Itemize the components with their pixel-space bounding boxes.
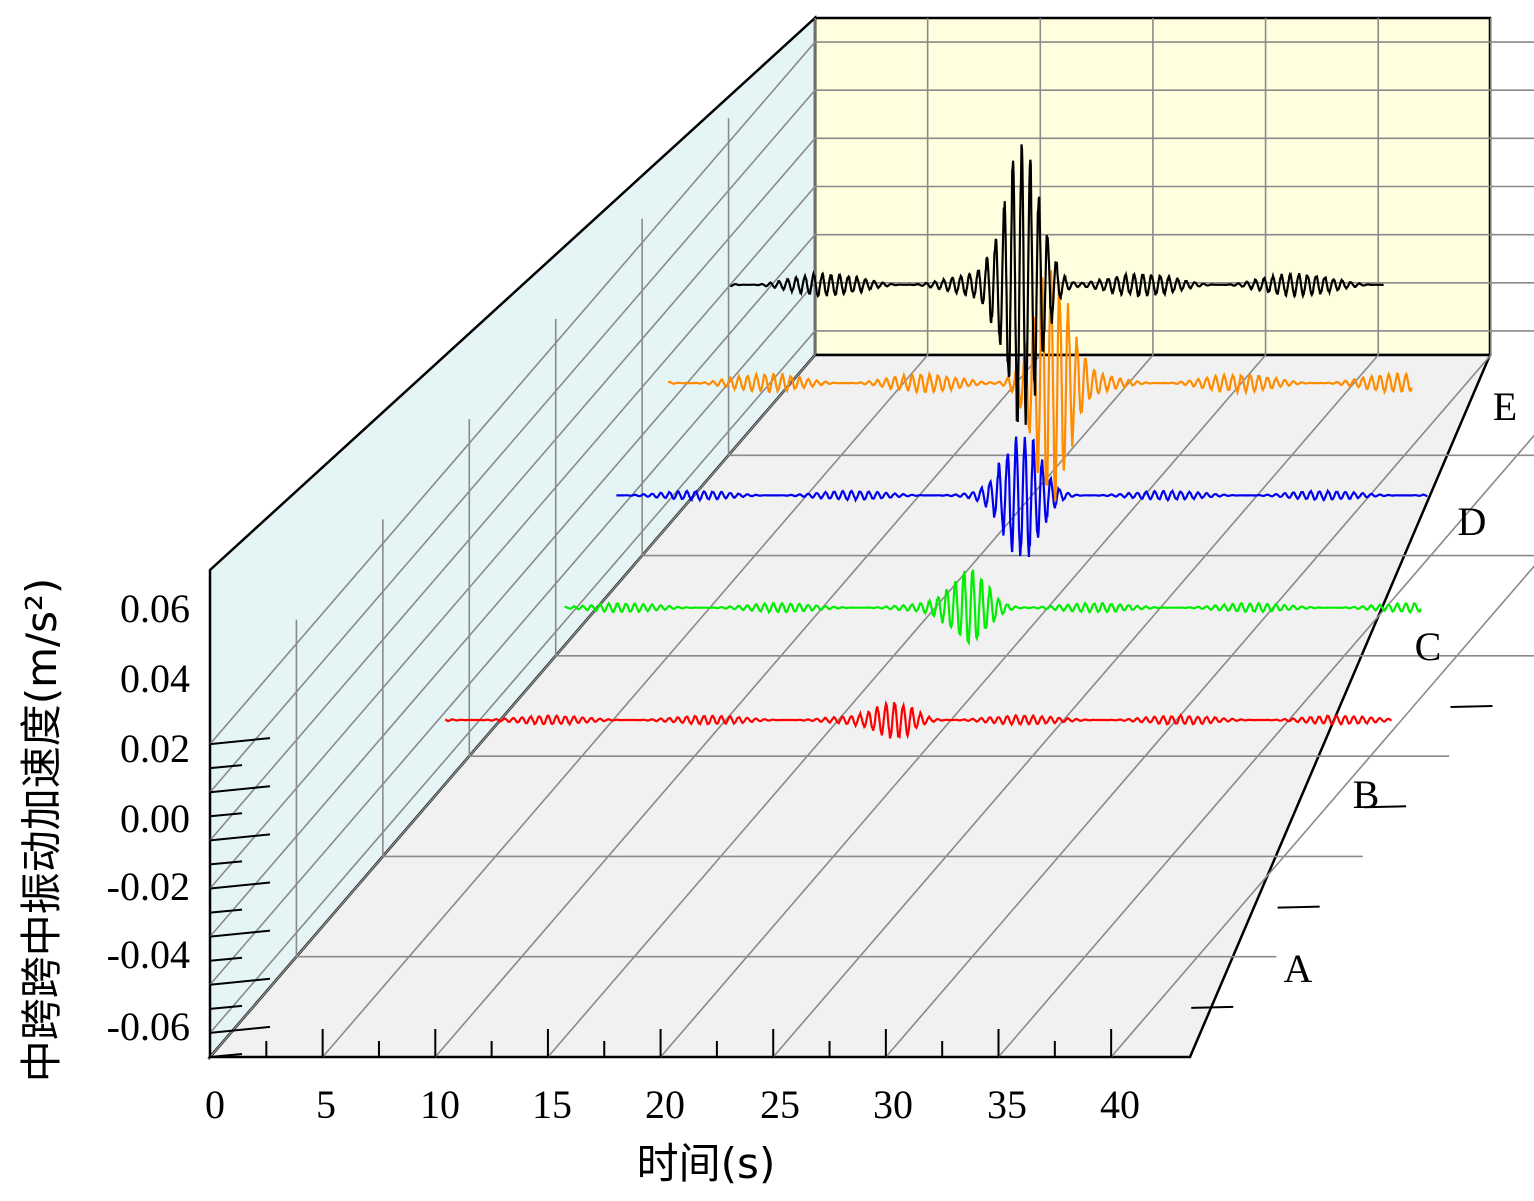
wall-grid-y-4: [209, 234, 816, 938]
y-minor-tick-4: [209, 956, 243, 962]
wall-grid-y-6: [209, 330, 816, 1034]
depth-label-a: A: [1284, 946, 1313, 991]
depth-label-d: D: [1458, 499, 1487, 544]
x-tick-label-25: 25: [760, 1082, 800, 1127]
y-tick-mark-1: [209, 785, 271, 794]
series-c-line: [616, 436, 1428, 558]
y-minor-tick-1: [209, 812, 243, 818]
y-tick-mark-6: [209, 1025, 271, 1034]
y-tick-mark-2: [209, 833, 271, 842]
y-minor-tick-6: [209, 1053, 243, 1058]
x-tick-label-0: 0: [205, 1082, 225, 1127]
y-minor-tick-5: [209, 1004, 243, 1010]
depth-tick-mark-3: [1364, 805, 1407, 809]
wall-grid-y-0: [209, 41, 816, 745]
x-tick-label-10: 10: [420, 1082, 460, 1127]
y-tick-mark-5: [209, 977, 271, 986]
floor-grid-x-2: [434, 354, 1041, 1058]
floor-grid-x-3: [547, 354, 1154, 1058]
floor-grid-x-6: [885, 354, 1492, 1058]
floor-grid-x-4: [659, 354, 1267, 1058]
y-tick-mark-3: [209, 881, 271, 890]
x-tick-label-35: 35: [987, 1082, 1027, 1127]
wall-grid-y-3: [209, 185, 816, 890]
y-minor-tick-2: [209, 860, 243, 866]
gridlines: [209, 18, 1534, 1058]
y-tick-label-0.00: 0.00: [120, 796, 190, 841]
y-tick-label-neg0.04: -0.04: [107, 932, 190, 977]
x-tick-label-20: 20: [645, 1082, 685, 1127]
series-e-line: [730, 144, 1384, 425]
floor-grid-x-5: [772, 354, 1379, 1058]
x-tick-label-15: 15: [532, 1082, 572, 1127]
depth-label-b: B: [1353, 772, 1380, 817]
floor-grid-x-7: [997, 434, 1534, 1058]
depth-label-e: E: [1493, 384, 1517, 429]
y-axis-title: 中跨跨中振动加速度(m/s²): [17, 578, 66, 1083]
wall-grid-y-1: [209, 89, 816, 793]
y-tick-label-0.04: 0.04: [120, 656, 190, 701]
series-b-line: [564, 569, 1422, 647]
series-a-line: [444, 699, 1392, 740]
y-tick-mark-0: [209, 737, 271, 746]
series-d-line: [667, 270, 1413, 502]
ticks-layer: [209, 705, 1493, 1058]
depth-label-c: C: [1415, 624, 1442, 669]
y-tick-label-0.06: 0.06: [120, 586, 190, 631]
depth-tick-mark-4: [1450, 705, 1493, 708]
depth-tick-mark-2: [1277, 905, 1320, 909]
y-tick-label-0.02: 0.02: [120, 726, 190, 771]
wall-grid-y-5: [209, 282, 816, 986]
y-tick-mark-4: [209, 929, 271, 938]
x-tick-label-40: 40: [1100, 1082, 1140, 1127]
y-tick-label-neg0.02: -0.02: [107, 864, 190, 909]
floor-grid-x-1: [322, 354, 929, 1058]
x-tick-label-5: 5: [316, 1082, 336, 1127]
x-axis-title: 时间(s): [637, 1139, 776, 1188]
y-tick-labels: 0.06 0.04 0.02 0.00 -0.02 -0.04 -0.06: [107, 586, 190, 1049]
wall-grid-y-2: [209, 137, 816, 841]
depth-labels: A B C D E: [1284, 384, 1518, 991]
y-minor-tick-0: [209, 764, 243, 770]
floor-grid-x-0: [209, 354, 816, 1058]
y-tick-label-neg0.06: -0.06: [107, 1004, 190, 1049]
depth-tick-mark-1: [1191, 1005, 1234, 1009]
series-layer: [444, 144, 1428, 740]
floor-grid-x-8: [1110, 565, 1534, 1058]
y-minor-tick-3: [209, 908, 243, 914]
x-tick-labels: 0 5 10 15 20 25 30 35 40: [205, 1082, 1140, 1127]
x-tick-label-30: 30: [873, 1082, 913, 1127]
